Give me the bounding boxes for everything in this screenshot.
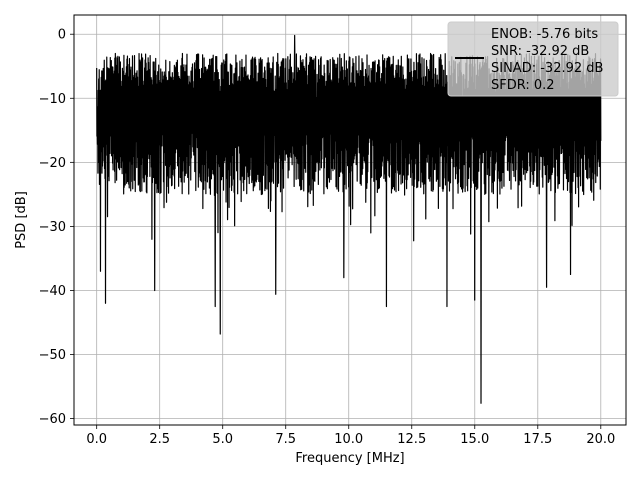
y-tick-label: −30 bbox=[39, 220, 66, 235]
axes-frame bbox=[73, 14, 627, 426]
x-tick-label: 5.0 bbox=[212, 432, 233, 447]
legend-box bbox=[447, 21, 619, 97]
y-tick-label: 0 bbox=[58, 28, 66, 43]
y-tick-label: −10 bbox=[39, 92, 66, 107]
x-tick-label: 17.5 bbox=[523, 432, 552, 447]
y-tick-label: −60 bbox=[39, 412, 66, 427]
y-tick-label: −40 bbox=[39, 284, 66, 299]
axis-ticks: 0.0 2.5 5.0 7.5 10.0 12.5 15.0 17.5 20.0 0 −10 −20 −… bbox=[39, 28, 616, 447]
x-tick-label: 7.5 bbox=[275, 432, 296, 447]
x-tick-label: 0.0 bbox=[86, 432, 107, 447]
y-tick-label: −20 bbox=[39, 156, 66, 171]
x-tick-label: 15.0 bbox=[460, 432, 489, 447]
legend-entry-sinad: SINAD: -32.92 dB bbox=[491, 61, 603, 76]
x-tick-label: 2.5 bbox=[149, 432, 170, 447]
y-tick-label: −50 bbox=[39, 348, 66, 363]
legend-entry-sfdr: SFDR: 0.2 bbox=[491, 78, 555, 93]
x-axis-label: Frequency [MHz] bbox=[295, 451, 404, 466]
legend-entry-enob: ENOB: -5.76 bits bbox=[491, 27, 598, 42]
legend-entry-snr: SNR: -32.92 dB bbox=[491, 44, 589, 59]
y-axis-label: PSD [dB] bbox=[14, 191, 29, 249]
legend: ENOB: -5.76 bits SNR: -32.92 dB SINAD: -… bbox=[447, 21, 619, 97]
x-tick-label: 10.0 bbox=[334, 432, 363, 447]
x-tick-label: 20.0 bbox=[586, 432, 615, 447]
x-tick-label: 12.5 bbox=[397, 432, 426, 447]
